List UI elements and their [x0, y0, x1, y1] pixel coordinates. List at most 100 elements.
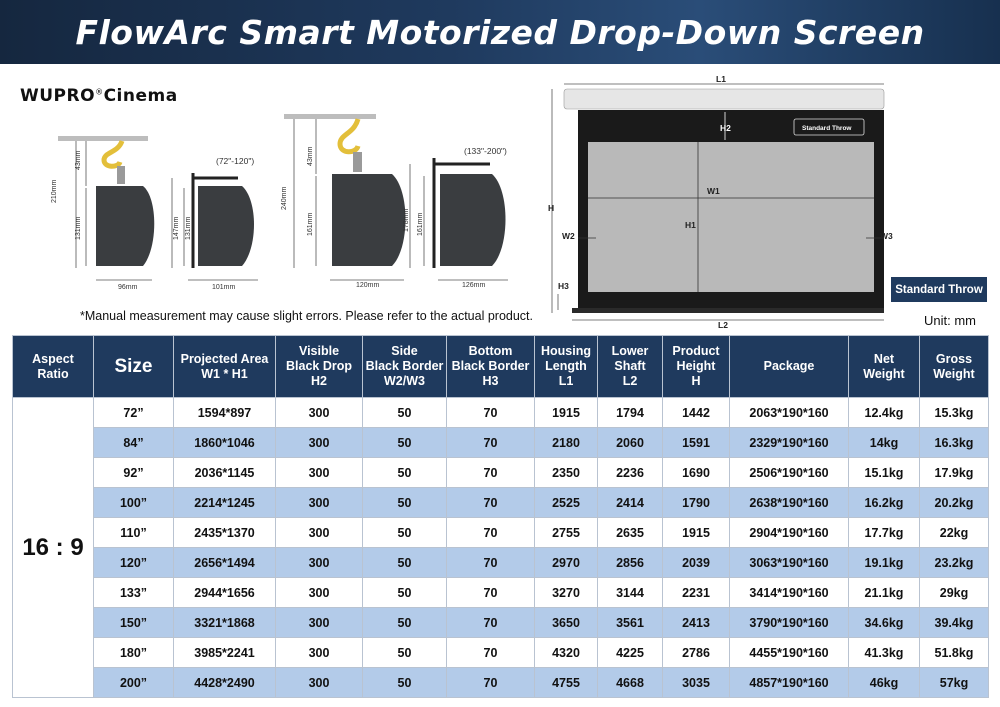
cell-l2: 2856: [597, 547, 663, 578]
cell-l1: 2525: [534, 487, 598, 518]
cell-l1: 2755: [534, 517, 598, 548]
wall-bracket-icon: [191, 173, 238, 268]
brand-logo: WUPRO®Cinema: [20, 86, 178, 106]
label-L2: L2: [718, 320, 728, 330]
cell-gross: 57kg: [919, 667, 989, 698]
range-label: (133"-200"): [464, 146, 507, 156]
cell-area: 2036*1145: [173, 457, 276, 488]
cell-l2: 2414: [597, 487, 663, 518]
cell-h: 3035: [662, 667, 730, 698]
header-housing-length: Housing Length L1: [534, 335, 598, 398]
dim-total-height: 210mm: [51, 179, 58, 203]
hook-bolt: [353, 152, 362, 172]
cell-l1: 3650: [534, 607, 598, 638]
cell-w23: 50: [362, 607, 447, 638]
cell-pkg: 3063*190*160: [729, 547, 849, 578]
cell-l2: 4225: [597, 637, 663, 668]
dim-width-bracket: 126mm: [462, 282, 486, 289]
label-H2: H2: [720, 123, 731, 133]
cell-w23: 50: [362, 427, 447, 458]
cell-h: 2786: [662, 637, 730, 668]
cell-l2: 2060: [597, 427, 663, 458]
cell-net: 16.2kg: [848, 487, 920, 518]
header-side-black-border: Side Black Border W2/W3: [362, 335, 447, 398]
cell-h: 2039: [662, 547, 730, 578]
screen-dimension-diagram: L1 W1 H1 H2 Standard Throw H W2 W3 H3 L2: [548, 74, 893, 330]
cell-h: 1442: [662, 397, 730, 428]
cell-pkg: 4857*190*160: [729, 667, 849, 698]
table-row: 120” 2656*1494 300 50 70 2970 2856 2039 3063*190…: [13, 547, 989, 578]
cell-w23: 50: [362, 577, 447, 608]
spec-table: Aspect Ratio Size Projected Area W1 * H1 V…: [12, 335, 989, 698]
cell-h2: 300: [275, 487, 363, 518]
cell-l2: 1794: [597, 397, 663, 428]
cell-h2: 300: [275, 427, 363, 458]
cell-w23: 50: [362, 457, 447, 488]
cell-gross: 15.3kg: [919, 397, 989, 428]
table-row: 180” 3985*2241 300 50 70 4320 4225 2786 4455*190…: [13, 637, 989, 668]
cell-l2: 2236: [597, 457, 663, 488]
housing-case: [563, 88, 885, 110]
cell-gross: 20.2kg: [919, 487, 989, 518]
table-row: 133” 2944*1656 300 50 70 3270 3144 2231 3414*190…: [13, 577, 989, 608]
cell-h3: 70: [446, 577, 535, 608]
cell-w23: 50: [362, 517, 447, 548]
cell-gross: 23.2kg: [919, 547, 989, 578]
cell-area: 4428*2490: [173, 667, 276, 698]
cell-size: 120”: [93, 547, 174, 578]
cell-h: 2413: [662, 607, 730, 638]
mount-diagrams: 210mm 43mm 131mm 96mm (72"-120") 147mm 1…: [51, 114, 508, 291]
housing-side-icon: [96, 186, 155, 266]
small-bracket-mount: (72"-120") 147mm 131mm 101mm: [171, 156, 258, 291]
cell-h3: 70: [446, 667, 535, 698]
dim-body-height: 131mm: [75, 216, 82, 240]
housing-side-icon: [440, 174, 506, 266]
cell-l2: 3561: [597, 607, 663, 638]
cell-size: 200”: [93, 667, 174, 698]
dim-bracket-height: 178mm: [403, 208, 410, 232]
cell-l1: 2970: [534, 547, 598, 578]
table-row: 150” 3321*1868 300 50 70 3650 3561 2413 3790*190…: [13, 607, 989, 638]
header-package: Package: [729, 335, 849, 398]
cell-l1: 2180: [534, 427, 598, 458]
cell-size: 180”: [93, 637, 174, 668]
cell-l1: 2350: [534, 457, 598, 488]
cell-w23: 50: [362, 487, 447, 518]
cell-net: 14kg: [848, 427, 920, 458]
cell-l1: 4320: [534, 637, 598, 668]
table-row: 110” 2435*1370 300 50 70 2755 2635 1915 2904*190…: [13, 517, 989, 548]
cell-h2: 300: [275, 637, 363, 668]
dim-bracket-height: 147mm: [173, 216, 180, 240]
cell-pkg: 2638*190*160: [729, 487, 849, 518]
cell-area: 2656*1494: [173, 547, 276, 578]
cell-h3: 70: [446, 517, 535, 548]
cell-area: 3321*1868: [173, 607, 276, 638]
header-product-height: Product Height H: [662, 335, 730, 398]
cell-net: 46kg: [848, 667, 920, 698]
cell-area: 1594*897: [173, 397, 276, 428]
cell-area: 3985*2241: [173, 637, 276, 668]
table-row: 92” 2036*1145 300 50 70 2350 2236 1690 2506*190*…: [13, 457, 989, 488]
label-L1: L1: [716, 74, 726, 84]
cell-h2: 300: [275, 607, 363, 638]
cell-h: 1915: [662, 517, 730, 548]
wall-bracket-icon: [432, 158, 490, 268]
cell-size: 100”: [93, 487, 174, 518]
cell-h3: 70: [446, 607, 535, 638]
hook-bolt: [117, 166, 125, 184]
cell-w23: 50: [362, 637, 447, 668]
cell-h3: 70: [446, 397, 535, 428]
cell-w23: 50: [362, 397, 447, 428]
cell-l1: 3270: [534, 577, 598, 608]
header-size: Size: [93, 335, 174, 398]
cell-h2: 300: [275, 547, 363, 578]
cell-w23: 50: [362, 547, 447, 578]
cell-l2: 2635: [597, 517, 663, 548]
range-label: (72"-120"): [216, 156, 254, 166]
cell-h3: 70: [446, 547, 535, 578]
cell-net: 19.1kg: [848, 547, 920, 578]
table-row: 100” 2214*1245 300 50 70 2525 2414 1790 2638*190…: [13, 487, 989, 518]
ceiling-plate: [284, 114, 376, 119]
cell-gross: 17.9kg: [919, 457, 989, 488]
cell-pkg: 2506*190*160: [729, 457, 849, 488]
